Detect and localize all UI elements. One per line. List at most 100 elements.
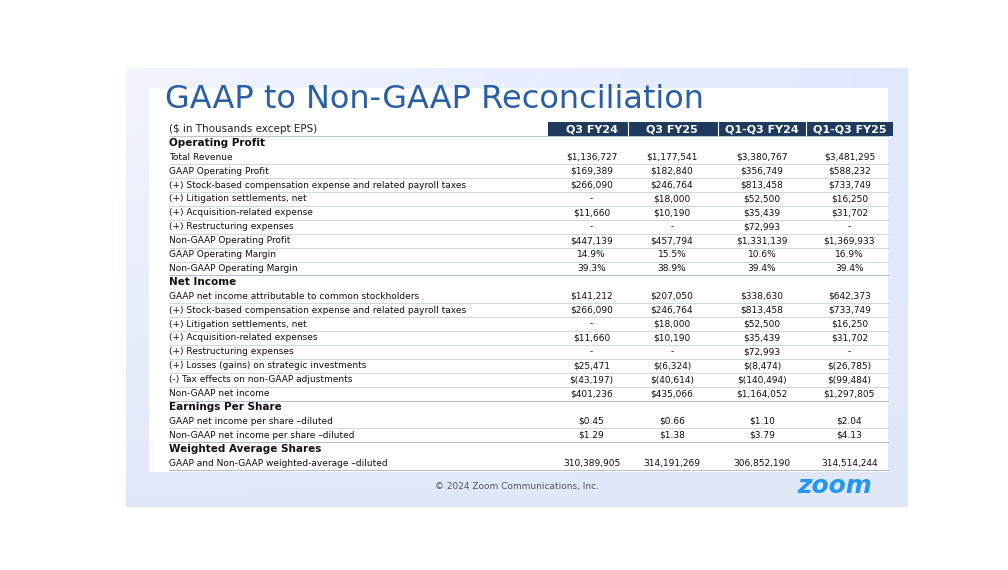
- Text: Q1-Q3 FY25: Q1-Q3 FY25: [812, 124, 886, 134]
- Text: $52,500: $52,500: [743, 194, 780, 203]
- Text: $(6,324): $(6,324): [653, 361, 691, 370]
- Text: $266,090: $266,090: [571, 181, 613, 190]
- Text: GAAP net income attributable to common stockholders: GAAP net income attributable to common s…: [169, 292, 419, 301]
- Text: $1.29: $1.29: [579, 431, 605, 439]
- Text: $141,212: $141,212: [571, 292, 613, 301]
- Text: (+) Litigation settlements, net: (+) Litigation settlements, net: [169, 194, 306, 203]
- Text: (+) Losses (gains) on strategic investments: (+) Losses (gains) on strategic investme…: [169, 361, 366, 370]
- Bar: [149, 88, 888, 472]
- Text: $(26,785): $(26,785): [828, 361, 872, 370]
- Text: 314,191,269: 314,191,269: [643, 458, 701, 467]
- Text: (+) Restructuring expenses: (+) Restructuring expenses: [169, 222, 293, 231]
- Text: $733,749: $733,749: [828, 306, 871, 315]
- Text: $266,090: $266,090: [571, 306, 613, 315]
- Text: $1,331,139: $1,331,139: [736, 236, 787, 245]
- Text: $1,297,805: $1,297,805: [824, 389, 875, 398]
- Text: (+) Litigation settlements, net: (+) Litigation settlements, net: [169, 320, 306, 328]
- Text: $733,749: $733,749: [828, 181, 871, 190]
- Text: Earnings Per Share: Earnings Per Share: [169, 402, 281, 413]
- Text: Q3 FY25: Q3 FY25: [646, 124, 698, 134]
- Text: -: -: [590, 320, 594, 328]
- Text: $35,439: $35,439: [743, 209, 780, 217]
- Text: $3,380,767: $3,380,767: [736, 153, 787, 162]
- Text: 314,514,244: 314,514,244: [822, 458, 878, 467]
- Text: $1,369,933: $1,369,933: [824, 236, 875, 245]
- Text: $31,702: $31,702: [831, 209, 868, 217]
- Text: $1,177,541: $1,177,541: [646, 153, 698, 162]
- Text: $72,993: $72,993: [743, 222, 780, 231]
- Text: $356,749: $356,749: [741, 166, 783, 176]
- Text: $10,190: $10,190: [653, 209, 690, 217]
- Text: 38.9%: 38.9%: [657, 264, 686, 273]
- Text: -: -: [670, 347, 673, 356]
- Text: $31,702: $31,702: [831, 333, 868, 343]
- Text: GAAP to Non-GAAP Reconciliation: GAAP to Non-GAAP Reconciliation: [165, 84, 704, 115]
- Text: (+) Acquisition-related expense: (+) Acquisition-related expense: [169, 209, 312, 217]
- Text: (+) Acquisition-related expenses: (+) Acquisition-related expenses: [169, 333, 318, 343]
- Text: $207,050: $207,050: [650, 292, 694, 301]
- Text: $25,471: $25,471: [574, 361, 610, 370]
- Text: $0.45: $0.45: [579, 417, 605, 426]
- Text: -: -: [590, 194, 594, 203]
- Text: Q1-Q3 FY24: Q1-Q3 FY24: [725, 124, 798, 134]
- Bar: [548, 122, 893, 136]
- Text: (+) Stock-based compensation expense and related payroll taxes: (+) Stock-based compensation expense and…: [169, 306, 466, 315]
- Text: -: -: [670, 222, 673, 231]
- Text: $588,232: $588,232: [828, 166, 871, 176]
- Text: $457,794: $457,794: [651, 236, 694, 245]
- Text: (+) Restructuring expenses: (+) Restructuring expenses: [169, 347, 293, 356]
- Text: 16.9%: 16.9%: [835, 250, 864, 259]
- Text: $(8,474): $(8,474): [743, 361, 781, 370]
- Text: ($ in Thousands except EPS): ($ in Thousands except EPS): [169, 124, 318, 134]
- Text: $1,136,727: $1,136,727: [565, 153, 617, 162]
- Text: Q3 FY24: Q3 FY24: [565, 124, 618, 134]
- Text: 310,389,905: 310,389,905: [563, 458, 620, 467]
- Text: $813,458: $813,458: [741, 306, 783, 315]
- Text: zoom: zoom: [797, 474, 872, 498]
- Text: $11,660: $11,660: [573, 333, 610, 343]
- Text: $35,439: $35,439: [743, 333, 780, 343]
- Text: Non-GAAP net income: Non-GAAP net income: [169, 389, 269, 398]
- Text: $182,840: $182,840: [651, 166, 694, 176]
- Text: Non-GAAP Operating Profit: Non-GAAP Operating Profit: [169, 236, 290, 245]
- Text: 14.9%: 14.9%: [578, 250, 606, 259]
- Text: $0.66: $0.66: [659, 417, 685, 426]
- Text: Total Revenue: Total Revenue: [169, 153, 233, 162]
- Text: GAAP Operating Margin: GAAP Operating Margin: [169, 250, 276, 259]
- Text: Operating Profit: Operating Profit: [169, 139, 265, 148]
- Text: (-) Tax effects on non-GAAP adjustments: (-) Tax effects on non-GAAP adjustments: [169, 375, 353, 384]
- Text: $642,373: $642,373: [828, 292, 871, 301]
- Text: Non-GAAP Operating Margin: Non-GAAP Operating Margin: [169, 264, 297, 273]
- Text: $(140,494): $(140,494): [737, 375, 786, 384]
- Text: $11,660: $11,660: [573, 209, 610, 217]
- Text: GAAP net income per share –diluted: GAAP net income per share –diluted: [169, 417, 333, 426]
- Text: $169,389: $169,389: [571, 166, 613, 176]
- Text: 39.4%: 39.4%: [835, 264, 864, 273]
- Text: Non-GAAP net income per share –diluted: Non-GAAP net income per share –diluted: [169, 431, 355, 439]
- Text: -: -: [848, 347, 851, 356]
- Text: (+) Stock-based compensation expense and related payroll taxes: (+) Stock-based compensation expense and…: [169, 181, 466, 190]
- Text: Net Income: Net Income: [169, 278, 236, 287]
- Text: Weighted Average Shares: Weighted Average Shares: [169, 444, 322, 454]
- Text: $401,236: $401,236: [571, 389, 613, 398]
- Text: $16,250: $16,250: [831, 320, 868, 328]
- Text: 10.6%: 10.6%: [748, 250, 776, 259]
- Text: GAAP and Non-GAAP weighted-average –diluted: GAAP and Non-GAAP weighted-average –dilu…: [169, 458, 388, 467]
- Text: $447,139: $447,139: [571, 236, 613, 245]
- Text: -: -: [590, 222, 594, 231]
- Text: $338,630: $338,630: [741, 292, 783, 301]
- Text: $1.10: $1.10: [749, 417, 775, 426]
- Text: $(40,614): $(40,614): [650, 375, 695, 384]
- Text: $(99,484): $(99,484): [828, 375, 871, 384]
- Text: $3.79: $3.79: [749, 431, 775, 439]
- Text: $(43,197): $(43,197): [570, 375, 614, 384]
- Text: $10,190: $10,190: [653, 333, 690, 343]
- Text: $72,993: $72,993: [743, 347, 780, 356]
- Text: $435,066: $435,066: [650, 389, 694, 398]
- Text: $813,458: $813,458: [741, 181, 783, 190]
- Text: -: -: [590, 347, 594, 356]
- Text: $2.04: $2.04: [837, 417, 862, 426]
- Text: $1.38: $1.38: [659, 431, 685, 439]
- Text: $3,481,295: $3,481,295: [824, 153, 875, 162]
- Text: 15.5%: 15.5%: [657, 250, 686, 259]
